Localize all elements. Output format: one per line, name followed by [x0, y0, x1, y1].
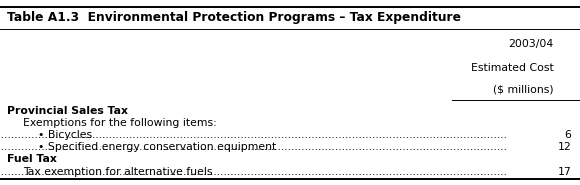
Text: Estimated Cost: Estimated Cost: [471, 63, 554, 73]
Text: 2003/04: 2003/04: [509, 39, 554, 49]
Text: Table A1.3  Environmental Protection Programs – Tax Expenditure: Table A1.3 Environmental Protection Prog…: [7, 11, 461, 24]
Text: Fuel Tax: Fuel Tax: [7, 154, 57, 164]
Text: Exemptions for the following items:: Exemptions for the following items:: [23, 118, 217, 128]
Text: ................................................................................: ........................................…: [0, 142, 508, 152]
Text: 12: 12: [557, 142, 571, 152]
Text: Provincial Sales Tax: Provincial Sales Tax: [7, 106, 128, 116]
Text: 6: 6: [564, 130, 571, 140]
Text: ($ millions): ($ millions): [493, 85, 554, 95]
Text: ................................................................................: ........................................…: [0, 130, 508, 140]
Text: Tax exemption for alternative fuels: Tax exemption for alternative fuels: [23, 166, 213, 176]
Text: • Bicycles: • Bicycles: [38, 130, 92, 140]
Text: • Specified energy conservation equipment: • Specified energy conservation equipmen…: [38, 142, 276, 152]
Text: 17: 17: [557, 166, 571, 176]
Text: ................................................................................: ........................................…: [0, 166, 508, 176]
